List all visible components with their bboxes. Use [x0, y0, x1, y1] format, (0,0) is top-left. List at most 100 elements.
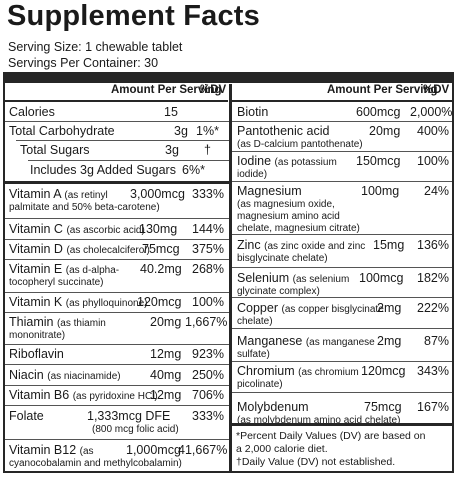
- nutrient-name: Vitamin D: [9, 242, 63, 256]
- nutrient-source-cont: cyanocobalamin and methylcobalamin): [9, 458, 182, 469]
- nutrient-dv: 24%: [424, 184, 450, 198]
- nutrient-dv: 250%: [192, 368, 224, 382]
- nutrient-source-cont: picolinate): [237, 379, 283, 390]
- nutrient-dv: 182%: [417, 271, 449, 285]
- nutrient-amount: 1,333mcg DFE: [87, 409, 171, 423]
- nutrient-name: Folate: [9, 409, 44, 423]
- nutrient-dv: 222%: [417, 301, 449, 315]
- nutrient-amount: 40.2mg: [140, 262, 182, 276]
- top-bar: [3, 72, 453, 83]
- nutrient-amount: 120mcg: [137, 295, 182, 309]
- serving-size: Serving Size: 1 chewable tablet: [8, 40, 183, 54]
- nutrient-dv: 2,000%: [410, 105, 453, 119]
- nutrient-amount: 12mg: [150, 388, 182, 402]
- nutrient-name: Molybdenum: [237, 400, 309, 414]
- row-separator: [5, 259, 229, 260]
- nutrient-dv: 41,667%: [178, 443, 228, 457]
- nutrient-amount: 20mg: [150, 315, 182, 329]
- nutrient-dv: 400%: [417, 124, 449, 138]
- nutrient-source-cont: tocopheryl succinate): [9, 277, 104, 288]
- nutrient-name: Chromium: [237, 364, 295, 378]
- nutrient-amount: 100mcg: [359, 271, 404, 285]
- row-separator: [5, 364, 229, 365]
- nutrient-dv: 136%: [417, 238, 449, 252]
- nutrient-name: Pantothenic acid: [237, 124, 330, 138]
- nutrient-name: Vitamin B6: [9, 388, 70, 402]
- nutrient-amount: 100mg: [361, 184, 400, 198]
- section-separator: [232, 423, 452, 426]
- nutrient-source-cont: iodide): [237, 169, 268, 180]
- nutrient-name: Magnesium: [237, 184, 302, 198]
- row-separator: [28, 160, 229, 161]
- left-header-rule: [3, 100, 228, 102]
- nutrient-dv: 1%*: [196, 124, 219, 138]
- nutrient-name: Biotin: [237, 105, 269, 119]
- nutrient-name: Vitamin A: [9, 187, 61, 201]
- row-separator: [232, 297, 452, 298]
- border-bottom: [3, 471, 454, 473]
- nutrient-source-cont: sulfate): [237, 349, 270, 360]
- footnote-not-established: †Daily Value (DV) not established.: [236, 456, 396, 468]
- nutrient-dv: 100%: [192, 295, 224, 309]
- nutrient-dv: 923%: [192, 347, 224, 361]
- left-amount-header: Amount Per Serving: [111, 84, 222, 96]
- nutrient-source-cont: chelate, magnesium citrate): [237, 223, 360, 234]
- row-separator: [5, 218, 229, 219]
- nutrient-source-cont: mononitrate): [9, 330, 66, 341]
- row-separator: [5, 239, 229, 240]
- footnote-dv: *Percent Daily Values (DV) are based on: [236, 430, 426, 442]
- panel-title: Supplement Facts: [7, 0, 260, 32]
- nutrient-source: (as selenium: [292, 274, 350, 285]
- nutrient-dv: 1,667%: [185, 315, 228, 329]
- nutrient-name: Copper: [237, 301, 278, 315]
- nutrient-amount: 75mcg: [364, 400, 402, 414]
- nutrient-name: Zinc: [237, 238, 261, 252]
- nutrient-amount: 15: [164, 105, 178, 119]
- nutrient-name: Thiamin: [9, 315, 54, 329]
- right-amount-header: Amount Per Serving: [327, 84, 438, 96]
- row-separator: [232, 181, 452, 182]
- nutrient-dv: 87%: [424, 334, 450, 348]
- nutrient-source: (as phylloquinone): [65, 298, 148, 309]
- nutrient-source-cont: magnesium amino acid: [237, 211, 340, 222]
- nutrient-source: (as D-calcium pantothenate): [237, 139, 363, 150]
- nutrient-amount: 150mcg: [356, 154, 401, 168]
- nutrient-amount: 2mg: [377, 334, 402, 348]
- nutrient-dv: 100%: [417, 154, 449, 168]
- nutrient-source: (as cholecalciferol): [66, 245, 150, 256]
- nutrient-name: Selenium: [237, 271, 290, 285]
- nutrient-dv: 6%*: [182, 163, 205, 177]
- right-header-rule: [232, 100, 453, 102]
- nutrient-name: Niacin: [9, 368, 44, 382]
- row-separator: [232, 392, 452, 393]
- nutrient-amount: 20mg: [369, 124, 401, 138]
- row-separator: [232, 267, 452, 268]
- nutrient-name: Manganese: [237, 334, 303, 348]
- nutrient-name: Includes 3g Added Sugars: [30, 163, 176, 177]
- row-separator: [232, 328, 452, 329]
- nutrient-source: (as potassium: [274, 157, 337, 168]
- nutrient-source: (as chromium: [298, 367, 359, 378]
- footnote-calorie-diet: a 2,000 calorie diet.: [236, 443, 328, 455]
- nutrient-source: (as zinc oxide and zinc: [264, 241, 366, 252]
- nutrient-name: Iodine: [237, 154, 272, 168]
- nutrient-dv: 268%: [192, 262, 224, 276]
- nutrient-source: (as: [79, 446, 94, 457]
- nutrient-dv: 333%: [192, 409, 224, 423]
- nutrient-name: Vitamin B12: [9, 443, 77, 457]
- nutrient-dv: 144%: [192, 222, 224, 236]
- nutrient-source: (as pyridoxine HCl): [72, 391, 158, 402]
- nutrient-amount: 15mg: [373, 238, 405, 252]
- row-separator: [16, 140, 229, 141]
- nutrient-amount: 75mcg: [142, 242, 180, 256]
- nutrient-name: Riboflavin: [9, 347, 64, 361]
- nutrient-dv: 343%: [417, 364, 449, 378]
- nutrient-name: Vitamin C: [9, 222, 63, 236]
- nutrient-dv: †: [204, 143, 211, 157]
- nutrient-source-cont: chelate): [237, 316, 273, 327]
- row-separator: [5, 405, 229, 406]
- row-separator: [232, 361, 452, 362]
- border-left: [3, 72, 5, 472]
- nutrient-source-cont: glycinate complex): [237, 286, 320, 297]
- nutrient-amount: 12mg: [150, 347, 182, 361]
